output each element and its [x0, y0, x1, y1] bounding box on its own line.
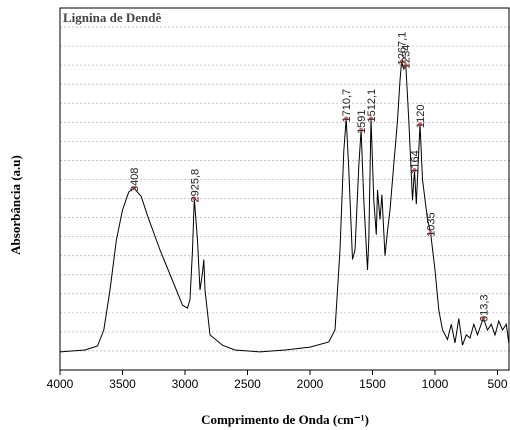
x-tick-label: 3000 [172, 377, 199, 391]
x-axis-label: Comprimento de Onda (cm⁻¹) [201, 412, 369, 427]
peak-marker [359, 127, 364, 132]
x-tick-label: 3500 [109, 377, 136, 391]
peak-label: 3408 [129, 168, 141, 192]
chart-title: Lignina de Dendê [63, 10, 161, 25]
x-tick-label: 4000 [47, 377, 74, 391]
peak-marker [418, 122, 422, 127]
peak-label: 1035 [426, 212, 438, 236]
peak-label: 613,3 [478, 294, 490, 322]
peak-label: 2925,8 [189, 169, 201, 203]
peak-marker [192, 196, 197, 201]
peak-marker [428, 230, 433, 235]
peak-label: 1591 [356, 109, 368, 133]
peak-label: 1164 [410, 150, 422, 174]
y-axis-label: Absorbância (a.u) [8, 155, 23, 255]
x-tick-label: 2500 [234, 377, 261, 391]
peak-label: 1120 [415, 105, 427, 129]
peak-marker [132, 186, 136, 191]
x-tick-label: 500 [487, 377, 507, 391]
x-tick-label: 1500 [359, 377, 386, 391]
peak-marker [403, 63, 408, 68]
peak-marker [368, 116, 373, 121]
peak-label: 1512,1 [366, 89, 378, 123]
peak-label: 1267,1 [397, 32, 409, 66]
peak-marker [481, 315, 486, 320]
peak-marker [399, 59, 404, 64]
x-tick-label: 2000 [297, 377, 324, 391]
peak-marker [344, 116, 349, 121]
peak-marker [412, 167, 417, 172]
peak-label: 1234 [401, 45, 413, 69]
x-tick-label: 1000 [422, 377, 449, 391]
plot-frame [59, 7, 510, 371]
spectrum-line [59, 61, 510, 353]
peak-label: 1710,7 [341, 89, 353, 123]
